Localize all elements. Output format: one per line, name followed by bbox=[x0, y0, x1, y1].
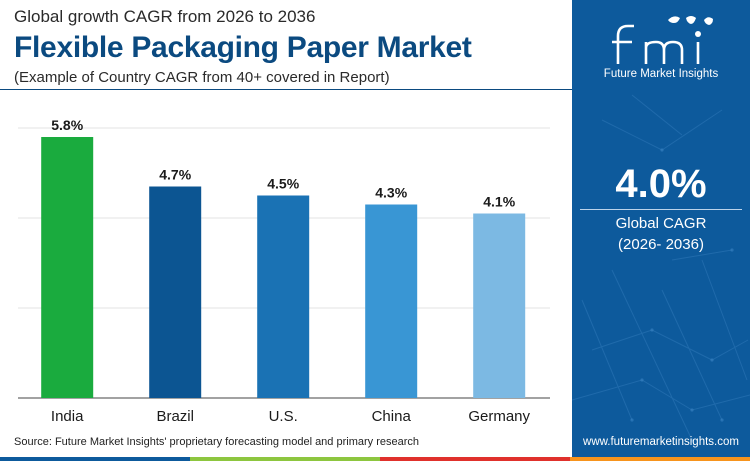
bar-us bbox=[257, 195, 310, 398]
bottom-color-strip bbox=[0, 457, 750, 461]
header-note: (Example of Country CAGR from 40+ covere… bbox=[14, 69, 390, 86]
category-label: Brazil bbox=[156, 408, 194, 425]
strip-segment bbox=[0, 457, 190, 461]
data-label: 4.3% bbox=[375, 185, 407, 201]
panel-texture bbox=[572, 94, 750, 442]
global-cagr-label: Global CAGR bbox=[615, 215, 707, 232]
bar-china bbox=[365, 204, 418, 398]
global-cagr-period: (2026- 2036) bbox=[618, 236, 704, 253]
summary-panel: fmi Future Market Insights 4.0% Global C… bbox=[572, 0, 750, 457]
strip-segment bbox=[380, 457, 570, 461]
website-link[interactable]: www.futuremarketinsights.com bbox=[583, 436, 739, 448]
bar-chart: 5.8% India 4.7% Brazil 4.5% U.S. 4.3% China 4.1%… bbox=[18, 117, 550, 425]
bar-germany bbox=[473, 213, 526, 398]
category-label: U.S. bbox=[269, 408, 298, 425]
bar-brazil bbox=[149, 186, 202, 398]
strip-segment bbox=[190, 457, 380, 461]
page-title: Flexible Packaging Paper Market bbox=[14, 31, 472, 64]
header-divider bbox=[0, 89, 572, 90]
data-label: 5.8% bbox=[51, 117, 83, 133]
bar-india bbox=[41, 137, 94, 398]
category-label: China bbox=[372, 408, 412, 425]
source-note: Source: Future Market Insights' propriet… bbox=[14, 436, 419, 448]
brand-name: Future Market Insights bbox=[603, 68, 719, 80]
panel-divider bbox=[580, 209, 742, 210]
fmi-logo: fmi bbox=[612, 16, 713, 64]
data-label: 4.5% bbox=[267, 176, 299, 192]
category-label: Germany bbox=[468, 408, 530, 425]
global-cagr-value: 4.0% bbox=[615, 162, 707, 206]
data-label: 4.1% bbox=[483, 194, 515, 210]
strip-segment bbox=[570, 457, 750, 461]
header-subtitle: Global growth CAGR from 2026 to 2036 bbox=[14, 7, 316, 26]
data-label: 4.7% bbox=[159, 167, 191, 183]
category-label: India bbox=[51, 408, 84, 425]
